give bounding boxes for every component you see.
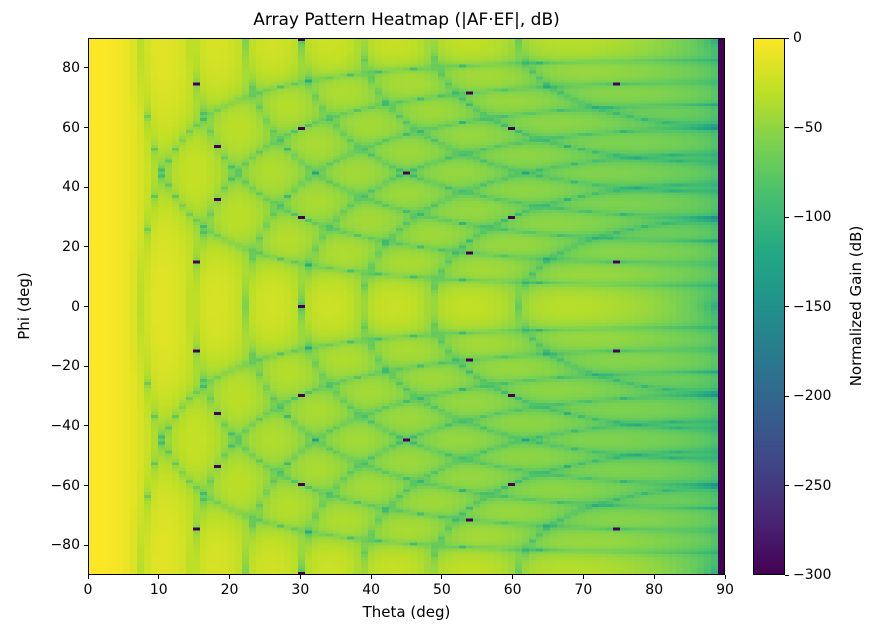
- x-tick-label: 40: [362, 582, 381, 598]
- x-tick-label: 20: [220, 582, 239, 598]
- y-tick-mark: [84, 306, 88, 307]
- colorbar-tick-label: −50: [793, 119, 823, 136]
- x-tick-mark: [441, 575, 443, 579]
- x-tick-mark: [299, 575, 301, 579]
- x-tick-mark: [582, 575, 584, 579]
- colorbar-tick-mark: [785, 306, 789, 307]
- colorbar-tick-mark: [785, 216, 789, 218]
- y-axis-label: Phi (deg): [15, 272, 33, 340]
- y-tick-label: −20: [50, 358, 80, 375]
- y-tick-mark: [84, 67, 88, 69]
- colorbar-tick-mark: [785, 37, 789, 39]
- x-tick-label: 0: [83, 582, 93, 598]
- chart-title: Array Pattern Heatmap (|AF·EF|, dB): [253, 10, 560, 30]
- x-tick-mark: [158, 575, 160, 579]
- colorbar: [753, 38, 785, 575]
- colorbar-tick-mark: [785, 127, 789, 128]
- y-tick-mark: [84, 425, 88, 427]
- x-tick-label: 90: [716, 582, 734, 598]
- x-tick-mark: [724, 575, 726, 579]
- colorbar-tick-mark: [785, 574, 789, 576]
- y-tick-mark: [84, 246, 88, 248]
- y-tick-mark: [84, 544, 88, 546]
- x-tick-label: 50: [432, 582, 451, 598]
- colorbar-tick-mark: [785, 395, 789, 397]
- x-tick-mark: [229, 575, 231, 579]
- colorbar-tick-label: −100: [793, 209, 832, 225]
- y-tick-label: 60: [62, 119, 80, 136]
- colorbar-tick-label: 0: [793, 30, 802, 46]
- colorbar-tick-label: −150: [793, 298, 832, 315]
- y-tick-mark: [84, 365, 88, 367]
- x-tick-mark: [87, 575, 89, 579]
- colorbar-tick-label: −200: [793, 388, 832, 404]
- y-tick-mark: [84, 186, 88, 188]
- y-tick-label: −60: [50, 477, 80, 494]
- x-axis-label: Theta (deg): [362, 603, 451, 621]
- colorbar-label: Normalized Gain (dB): [847, 225, 865, 387]
- colorbar-gradient: [753, 38, 785, 575]
- x-tick-label: 70: [574, 582, 593, 598]
- x-tick-label: 80: [645, 582, 664, 598]
- x-tick-label: 10: [149, 582, 168, 598]
- y-tick-label: 0: [71, 298, 80, 315]
- y-tick-label: −40: [50, 417, 80, 434]
- x-tick-label: 60: [503, 582, 522, 598]
- colorbar-tick-label: −250: [793, 477, 832, 494]
- x-tick-mark: [370, 575, 372, 579]
- x-tick-label: 30: [291, 582, 310, 598]
- y-tick-mark: [84, 127, 88, 128]
- x-tick-mark: [653, 575, 655, 579]
- y-tick-label: 20: [62, 238, 80, 255]
- y-tick-label: 80: [62, 59, 80, 76]
- y-tick-label: 40: [62, 179, 80, 196]
- y-tick-mark: [84, 485, 88, 486]
- y-tick-label: −80: [50, 537, 80, 554]
- colorbar-tick-mark: [785, 485, 789, 486]
- heatmap-canvas: [88, 38, 725, 575]
- colorbar-tick-label: −300: [793, 567, 832, 583]
- plot-area: [88, 38, 725, 575]
- x-tick-mark: [512, 575, 514, 579]
